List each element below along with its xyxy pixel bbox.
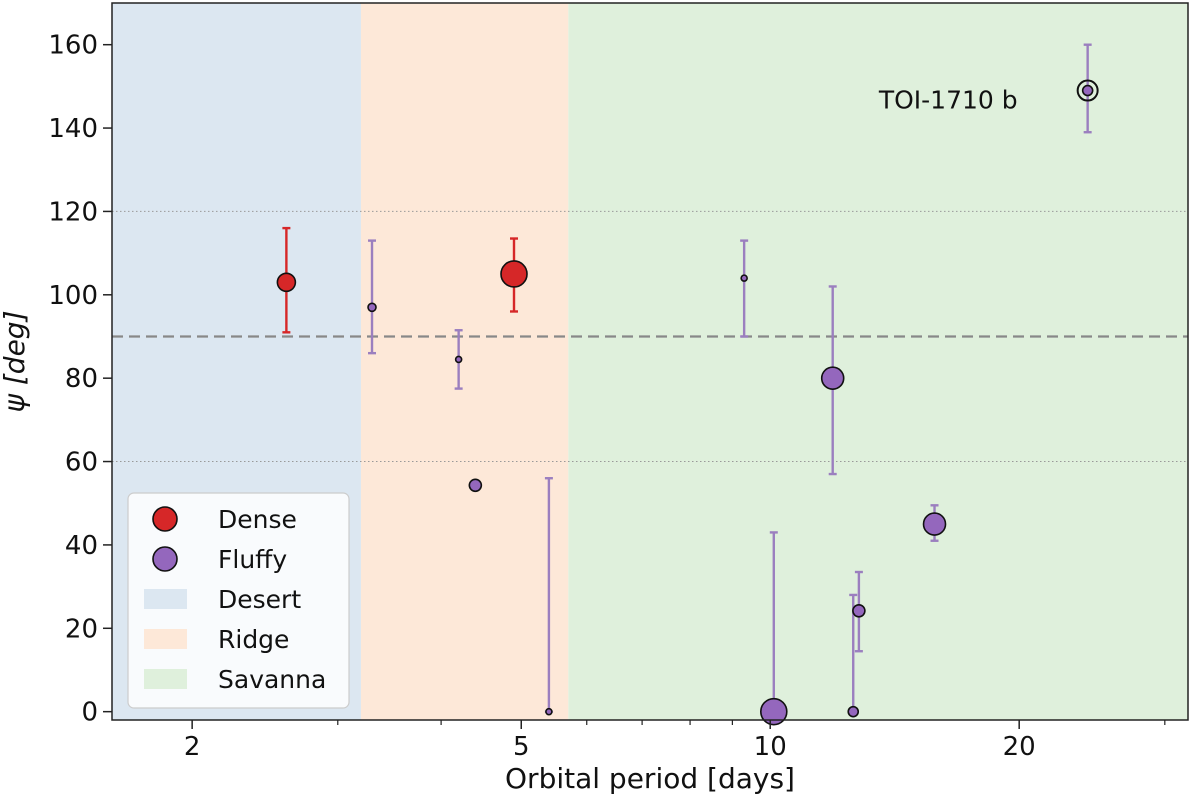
region-savanna [568,3,1188,720]
data-point-dense [276,272,297,293]
data-point-fluffy [852,603,866,618]
data-point-fluffy [922,512,947,536]
y-axis-label: ψ [deg] [0,311,31,413]
legend-patch-savanna [144,669,187,689]
data-point-fluffy [1081,84,1094,97]
x-axis-label: Orbital period [days] [505,762,795,795]
x-axis-ticks: 2 5 10 20 [184,720,1166,762]
legend-marker-dense [152,506,178,532]
plot-frame [111,2,1189,721]
region-ridge [360,3,569,720]
legend-label: Savanna [218,665,326,694]
legend-patch-desert [144,589,187,609]
y-tick-label: 20 [65,614,98,644]
highlight-ring [1076,79,1099,102]
y-tick-label: 60 [65,448,98,478]
data-point-dense [500,260,528,288]
annotation-label: TOI-1710 b [878,86,1018,115]
legend-label: Dense [218,505,297,534]
legend-label: Ridge [218,625,289,654]
data-point-fluffy [759,697,788,726]
y-tick-label: 80 [65,364,98,394]
annotations: TOI-1710 b [878,86,1018,115]
x-tick-label: 2 [184,732,201,762]
data-point-fluffy [740,274,748,282]
data-point-fluffy [454,355,463,364]
y-tick-label: 100 [48,281,98,311]
data-point-fluffy [820,366,845,390]
legend-box [127,492,350,709]
x-tick-label: 10 [754,732,787,762]
data-point-fluffy [367,302,377,313]
gridlines [112,210,1188,463]
legend: Dense Fluffy Desert Ridge Savanna [127,492,350,709]
legend-marker-fluffy [152,546,178,572]
legend-label: Fluffy [218,545,287,574]
x-tick-label: 20 [1003,732,1036,762]
legend-label: Desert [218,585,301,614]
data-point-fluffy [545,707,553,716]
data-point-fluffy [468,478,483,493]
y-tick-label: 40 [65,531,98,561]
legend-patch-ridge [144,629,187,649]
y-tick-label: 160 [48,31,98,61]
background-regions [112,3,1188,720]
y-tick-label: 120 [48,197,98,227]
y-tick-label: 0 [81,698,98,728]
y-axis-ticks: 0 20 40 60 80 100 120 140 160 [48,31,112,728]
y-tick-label: 140 [48,114,98,144]
data-point-fluffy [847,705,860,718]
x-tick-label: 5 [513,732,530,762]
data-points [276,79,1099,726]
